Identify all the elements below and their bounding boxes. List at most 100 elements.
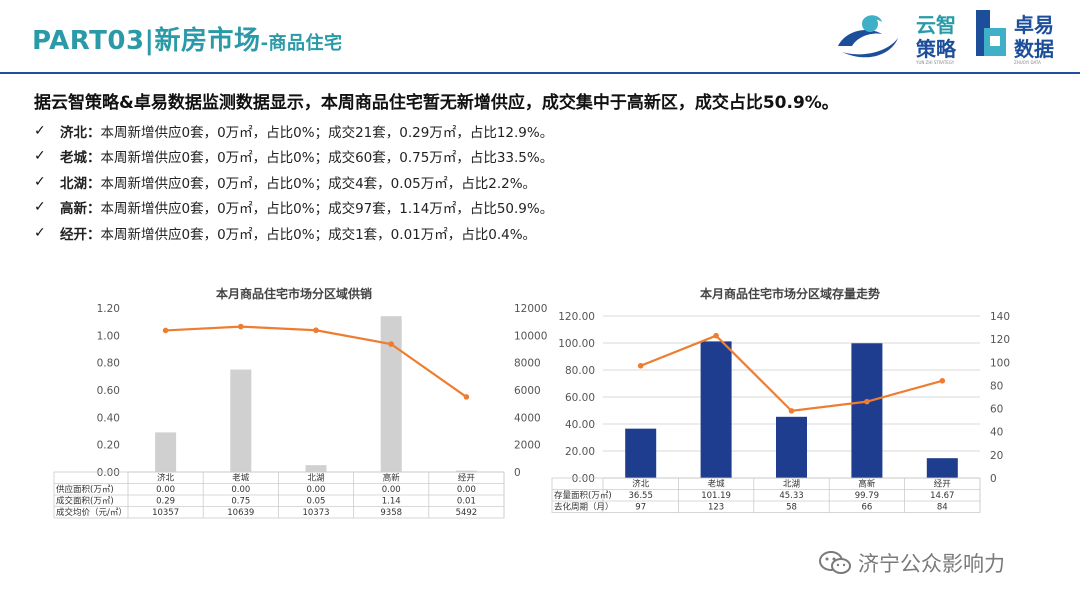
data-label: 36.55 — [629, 491, 653, 501]
line-point — [162, 327, 169, 334]
header-divider — [0, 72, 1080, 74]
district-detail: 本周新增供应0套，0万㎡，占比0%；成交4套，0.05万㎡，占比2.2%。 — [100, 175, 537, 192]
category-label: 北湖 — [307, 474, 324, 484]
chart-title: 本月商品住宅市场分区域供销 — [216, 286, 372, 301]
category-label: 经开 — [934, 479, 952, 490]
y2-tick-label: 10000 — [514, 330, 547, 342]
series-name: 供应面积(万㎡) — [56, 484, 114, 495]
category-label: 老城 — [232, 473, 250, 484]
y2-tick-label: 0 — [990, 473, 997, 485]
district-detail: 本周新增供应0套，0万㎡，占比0%；成交1套，0.01万㎡，占比0.4%。 — [100, 226, 537, 243]
yunzhi-logo: 云智 策略 YUN ZHI STRATEGY — [838, 13, 957, 65]
y2-tick-label: 20 — [990, 450, 1003, 462]
y-tick-label: 0.00 — [97, 467, 120, 479]
y-tick-label: 1.20 — [97, 303, 120, 315]
data-label: 10357 — [152, 508, 179, 518]
checkmark-icon: ✓ — [34, 122, 46, 139]
district-detail: 本周新增供应0套，0万㎡，占比0%；成交60套，0.75万㎡，占比33.5%。 — [100, 150, 554, 167]
y2-tick-label: 120 — [990, 334, 1010, 346]
checkmark-icon: ✓ — [34, 173, 46, 190]
data-label: 123 — [708, 503, 724, 513]
bar-1-1 — [700, 341, 732, 478]
district-name: 高新： — [60, 201, 101, 218]
district-name: 北湖： — [60, 175, 101, 192]
list-item: ✓ 经开： 本周新增供应0套，0万㎡，占比0%；成交1套，0.01万㎡，占比0.4%… — [34, 220, 553, 246]
y-tick-label: 120.00 — [558, 311, 595, 323]
y2-tick-label: 12000 — [514, 303, 547, 315]
series-line — [640, 334, 943, 413]
y2-tick-label: 0 — [514, 467, 521, 479]
line-point — [238, 323, 244, 330]
bar-1-3 — [851, 343, 883, 478]
title-main: PART03|新房市场 — [32, 26, 261, 56]
supply-sales-chart: 本月商品住宅市场分区域供销 0.00 0.20 0.40 0.60 0.80 1.00 1.2… — [53, 286, 547, 519]
logo1-line2: 策略 — [916, 37, 957, 61]
y2-tick-label: 80 — [990, 380, 1003, 392]
data-label: 0.00 — [156, 485, 175, 495]
series-line — [165, 325, 468, 398]
series-name: 成交面积(万㎡) — [56, 496, 114, 507]
y2-tick-label: 2000 — [514, 440, 541, 452]
bar-0-4 — [455, 470, 477, 472]
data-label: 84 — [937, 503, 948, 513]
line-point — [864, 398, 870, 405]
data-label: 0.00 — [231, 485, 250, 495]
series-name: 去化周期（月） — [554, 502, 614, 513]
checkmark-icon: ✓ — [34, 199, 46, 216]
data-table-frame — [551, 477, 981, 513]
category-label: 济北 — [157, 473, 175, 484]
data-label: 66 — [861, 503, 872, 513]
y-tick-label: 60.00 — [565, 392, 595, 404]
district-name: 经开： — [60, 226, 101, 243]
page-header: PART03|新房市场-商品住宅 云智 策略 YUN ZHI STRATEGY … — [0, 0, 1080, 72]
watermark: 济宁公众影响力 — [818, 548, 1005, 578]
logo1-tagline: YUN ZHI STRATEGY — [915, 60, 955, 65]
category-label: 北湖 — [783, 480, 800, 490]
category-label: 经开 — [458, 473, 476, 484]
bar-1-2 — [776, 416, 807, 478]
y-tick-label: 100.00 — [558, 338, 595, 350]
chart-title: 本月商品住宅市场分区域存量走势 — [700, 286, 880, 301]
list-item: ✓ 济北： 本周新增供应0套，0万㎡，占比0%；成交21套，0.29万㎡，占比12.… — [34, 118, 553, 144]
zhuoyi-logo: 卓易 数据 ZHUOYI DATA — [976, 10, 1054, 65]
y2-tick-label: 4000 — [514, 412, 541, 424]
title-sub: -商品住宅 — [260, 33, 343, 54]
data-label: 99.79 — [855, 491, 879, 501]
y2-tick-label: 100 — [990, 357, 1010, 369]
y2-tick-label: 6000 — [514, 385, 541, 397]
line-point — [388, 341, 395, 347]
y-tick-label: 40.00 — [565, 419, 595, 431]
y-tick-label: 0.40 — [97, 412, 120, 424]
y2-tick-label: 140 — [990, 311, 1010, 323]
zhuoyi-mark-icon — [976, 10, 1006, 56]
data-label: 10373 — [302, 508, 329, 518]
data-label: 1.14 — [382, 497, 401, 507]
data-label: 0.05 — [307, 497, 326, 507]
data-label: 0.00 — [382, 485, 401, 495]
logo1-line1: 云智 — [916, 13, 956, 37]
line-point — [637, 362, 644, 369]
cloud-swirl-icon — [838, 15, 898, 58]
line-point — [939, 378, 946, 384]
district-bullet-list: ✓ 济北： 本周新增供应0套，0万㎡，占比0%；成交21套，0.29万㎡，占比12.… — [34, 118, 553, 246]
bar-1-4 — [926, 458, 958, 478]
y2-tick-label: 8000 — [514, 358, 541, 370]
wechat-icon — [819, 551, 851, 574]
category-label: 高新 — [383, 473, 401, 484]
watermark-text: 济宁公众影响力 — [858, 552, 1005, 576]
category-label: 济北 — [632, 479, 650, 490]
logo2-tagline: ZHUOYI DATA — [1014, 60, 1041, 65]
y2-tick-label: 40 — [990, 427, 1003, 439]
district-name: 济北： — [60, 124, 101, 141]
district-name: 老城： — [60, 150, 101, 167]
data-label: 5492 — [456, 508, 478, 518]
data-label: 0.01 — [457, 497, 476, 507]
data-label: 10639 — [227, 508, 254, 518]
y-tick-label: 0.80 — [97, 358, 120, 370]
district-detail: 本周新增供应0套，0万㎡，占比0%；成交21套，0.29万㎡，占比12.9%。 — [100, 124, 554, 141]
logo2-line1: 卓易 — [1014, 13, 1054, 37]
data-label: 0.29 — [156, 497, 175, 507]
series-name: 成交均价（元/㎡） — [56, 507, 127, 518]
data-label: 45.33 — [779, 491, 803, 501]
bar-0-0 — [155, 432, 177, 472]
